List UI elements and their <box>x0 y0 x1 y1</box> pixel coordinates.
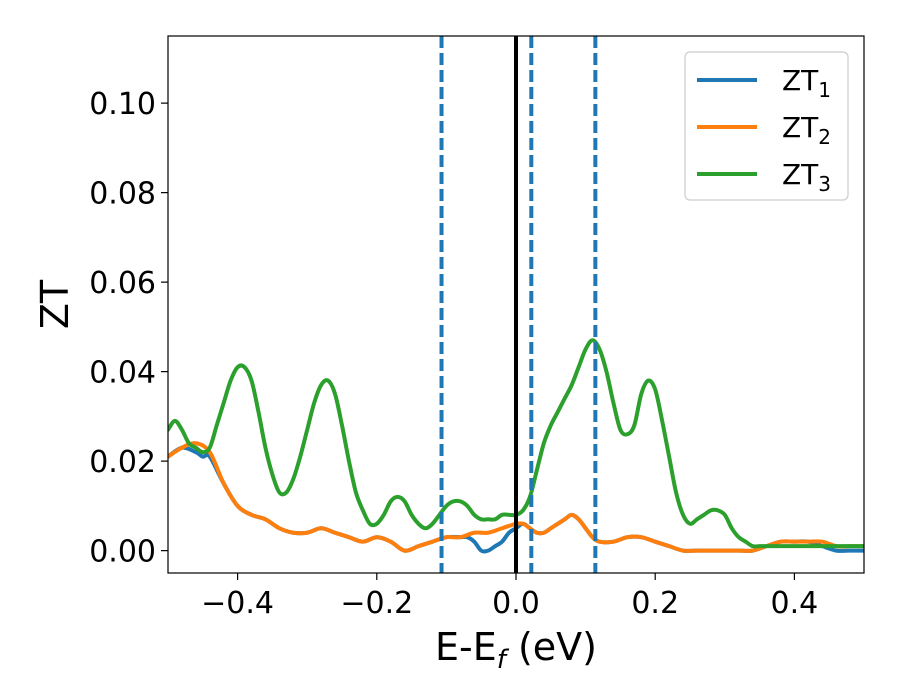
y-axis-label: ZT <box>33 279 77 329</box>
y-tick-label-4: 0.06 <box>89 266 156 301</box>
legend-label-zt3: ZT3 <box>782 158 831 196</box>
x-tick-label-3: 0.0 <box>492 586 540 621</box>
plot-content <box>168 36 864 573</box>
x-axis-label: E-Ef (eV) <box>435 625 597 675</box>
legend-label-zt2: ZT2 <box>782 111 831 149</box>
x-tick-label-5: 0.4 <box>771 586 819 621</box>
y-tick-label-2: 0.02 <box>89 445 156 480</box>
y-tick-label-6: 0.10 <box>89 87 156 122</box>
x-tick-label-2: −0.2 <box>340 586 413 621</box>
legend-box <box>684 51 849 201</box>
y-tick-label-5: 0.08 <box>89 177 156 212</box>
axes: −0.4 −0.2 0.0 0.2 0.4 0.00 0.02 0.04 0.06 0.08 0.1… <box>33 35 865 675</box>
y-tick-label-3: 0.04 <box>89 356 156 391</box>
y-tick-label-1: 0.00 <box>89 535 156 570</box>
x-tick-label-1: −0.4 <box>201 586 274 621</box>
series-line-zt2 <box>168 441 864 553</box>
legend: ZT1 ZT2 ZT3 <box>684 51 849 201</box>
legend-label-zt1: ZT1 <box>782 64 831 102</box>
plot-area <box>168 36 864 573</box>
x-tick-label-4: 0.2 <box>631 586 679 621</box>
